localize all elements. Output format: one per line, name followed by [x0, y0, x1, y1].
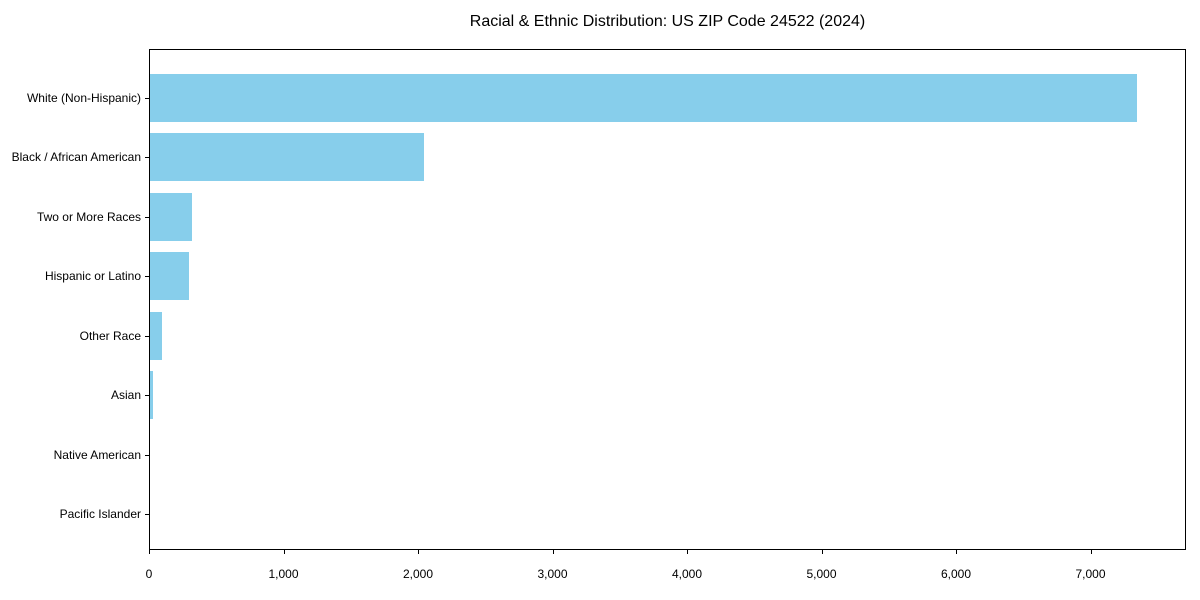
y-axis-label-hispanic-or-latino: Hispanic or Latino [44, 269, 141, 283]
bar-black-african-american [150, 133, 424, 181]
y-axis-tick [145, 514, 149, 515]
y-axis-tick [145, 216, 149, 218]
x-axis-tick-label: 1,000 [268, 567, 299, 581]
bar-hispanic-or-latino [150, 252, 189, 300]
chart-title: Racial & Ethnic Distribution: US ZIP Cod… [469, 13, 866, 30]
plot-area [149, 49, 1186, 550]
y-axis-label-asian: Asian [110, 388, 141, 402]
x-axis-tick [1090, 550, 1092, 554]
x-axis-tick-label: 2,000 [402, 567, 434, 581]
y-axis-tick [145, 335, 149, 337]
bar-two-or-more-races [150, 192, 192, 241]
y-axis-label-black-african-american: Black / African American [11, 150, 141, 164]
x-axis-tick-label: 7,000 [1075, 567, 1106, 581]
bar-asian [150, 371, 153, 419]
x-axis-tick-label: 4,000 [671, 567, 703, 581]
x-axis-tick-label: 5,000 [806, 567, 837, 581]
x-axis-tick-label: 6,000 [940, 567, 972, 581]
y-axis-tick [145, 97, 149, 99]
x-axis-tick [821, 550, 823, 554]
x-axis-tick [687, 550, 688, 554]
y-axis-label-other-race: Other Race [79, 328, 141, 343]
y-axis-tick [145, 157, 149, 158]
y-axis-label-white-non-hispanic: White (Non-Hispanic) [26, 90, 141, 105]
y-axis-label-native-american: Native American [53, 447, 141, 462]
y-axis-tick [145, 395, 149, 396]
bar-white-non-hispanic [150, 73, 1137, 122]
y-axis-label-two-or-more-races: Two or More Races [36, 209, 141, 224]
x-axis-tick [956, 550, 957, 554]
x-axis-tick-label: 0 [145, 567, 153, 581]
y-axis-tick [145, 454, 149, 456]
bar-other-race [150, 311, 162, 360]
y-axis-tick [145, 276, 149, 277]
x-axis-tick [418, 550, 419, 554]
x-axis-tick [283, 550, 285, 554]
x-axis-tick [149, 550, 150, 554]
x-axis-tick [552, 550, 554, 554]
y-axis-label-pacific-islander: Pacific Islander [59, 507, 141, 521]
x-axis-tick-label: 3,000 [537, 567, 568, 581]
